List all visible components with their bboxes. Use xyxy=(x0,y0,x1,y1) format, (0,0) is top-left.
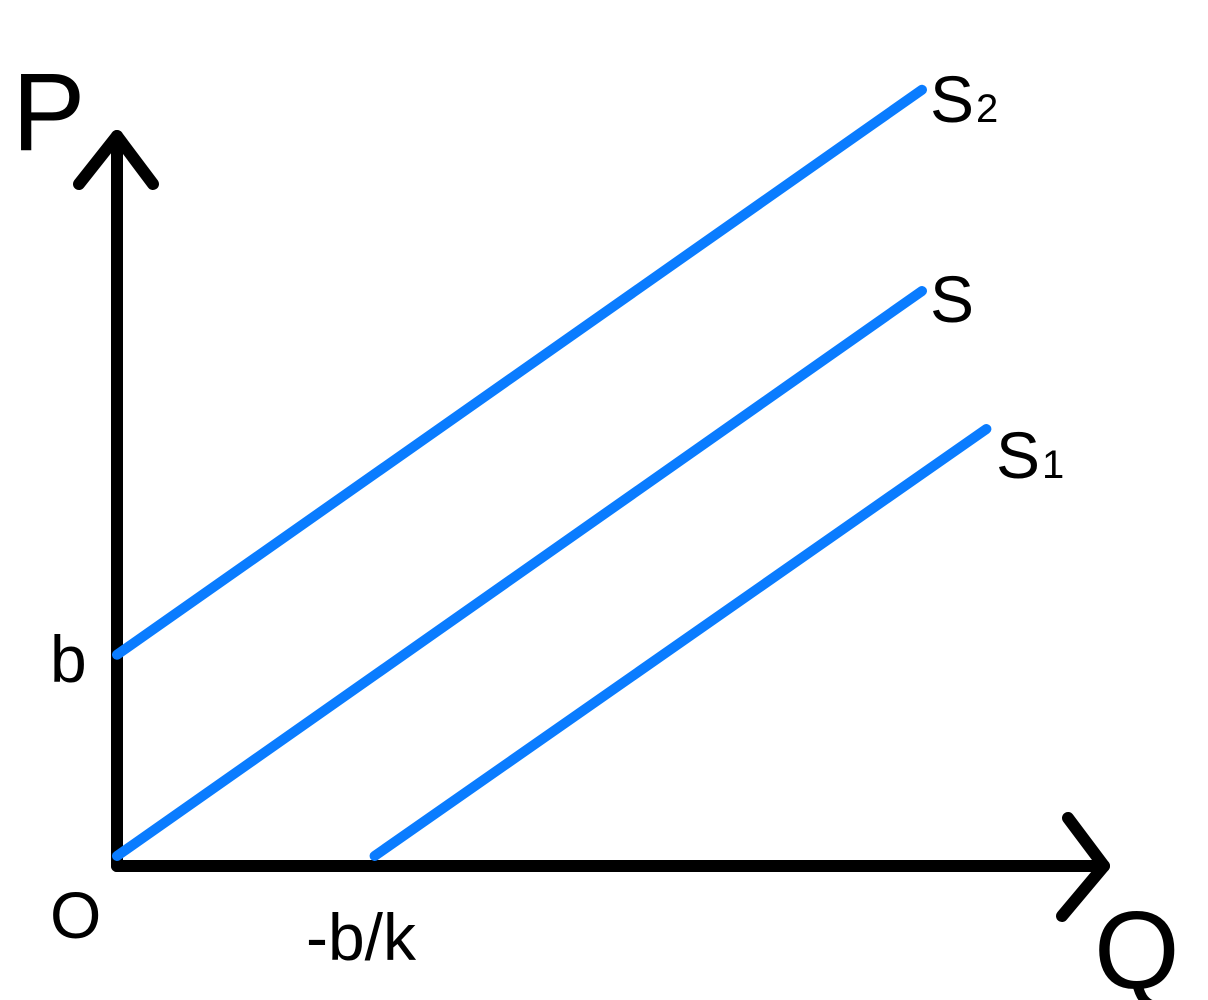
axes xyxy=(73,130,1110,922)
y-axis-arrow xyxy=(73,130,159,190)
y-intercept-tick-label: b xyxy=(50,622,87,696)
series-labels: S S2 S1 xyxy=(930,62,1064,492)
series-label-s1: S1 xyxy=(996,418,1064,492)
x-intercept-tick-label: -b/k xyxy=(306,900,417,974)
series-line-s xyxy=(112,286,927,861)
y-axis-label: P xyxy=(12,51,85,174)
series-line-s1 xyxy=(369,424,992,861)
x-axis-label: Q xyxy=(1094,889,1180,1000)
x-axis-arrow xyxy=(1056,812,1110,922)
origin-label: O xyxy=(50,878,101,952)
series-label-s2: S2 xyxy=(930,62,998,136)
series-group xyxy=(112,84,992,861)
series-line-s2 xyxy=(112,84,927,660)
series-label-s: S xyxy=(930,262,974,336)
